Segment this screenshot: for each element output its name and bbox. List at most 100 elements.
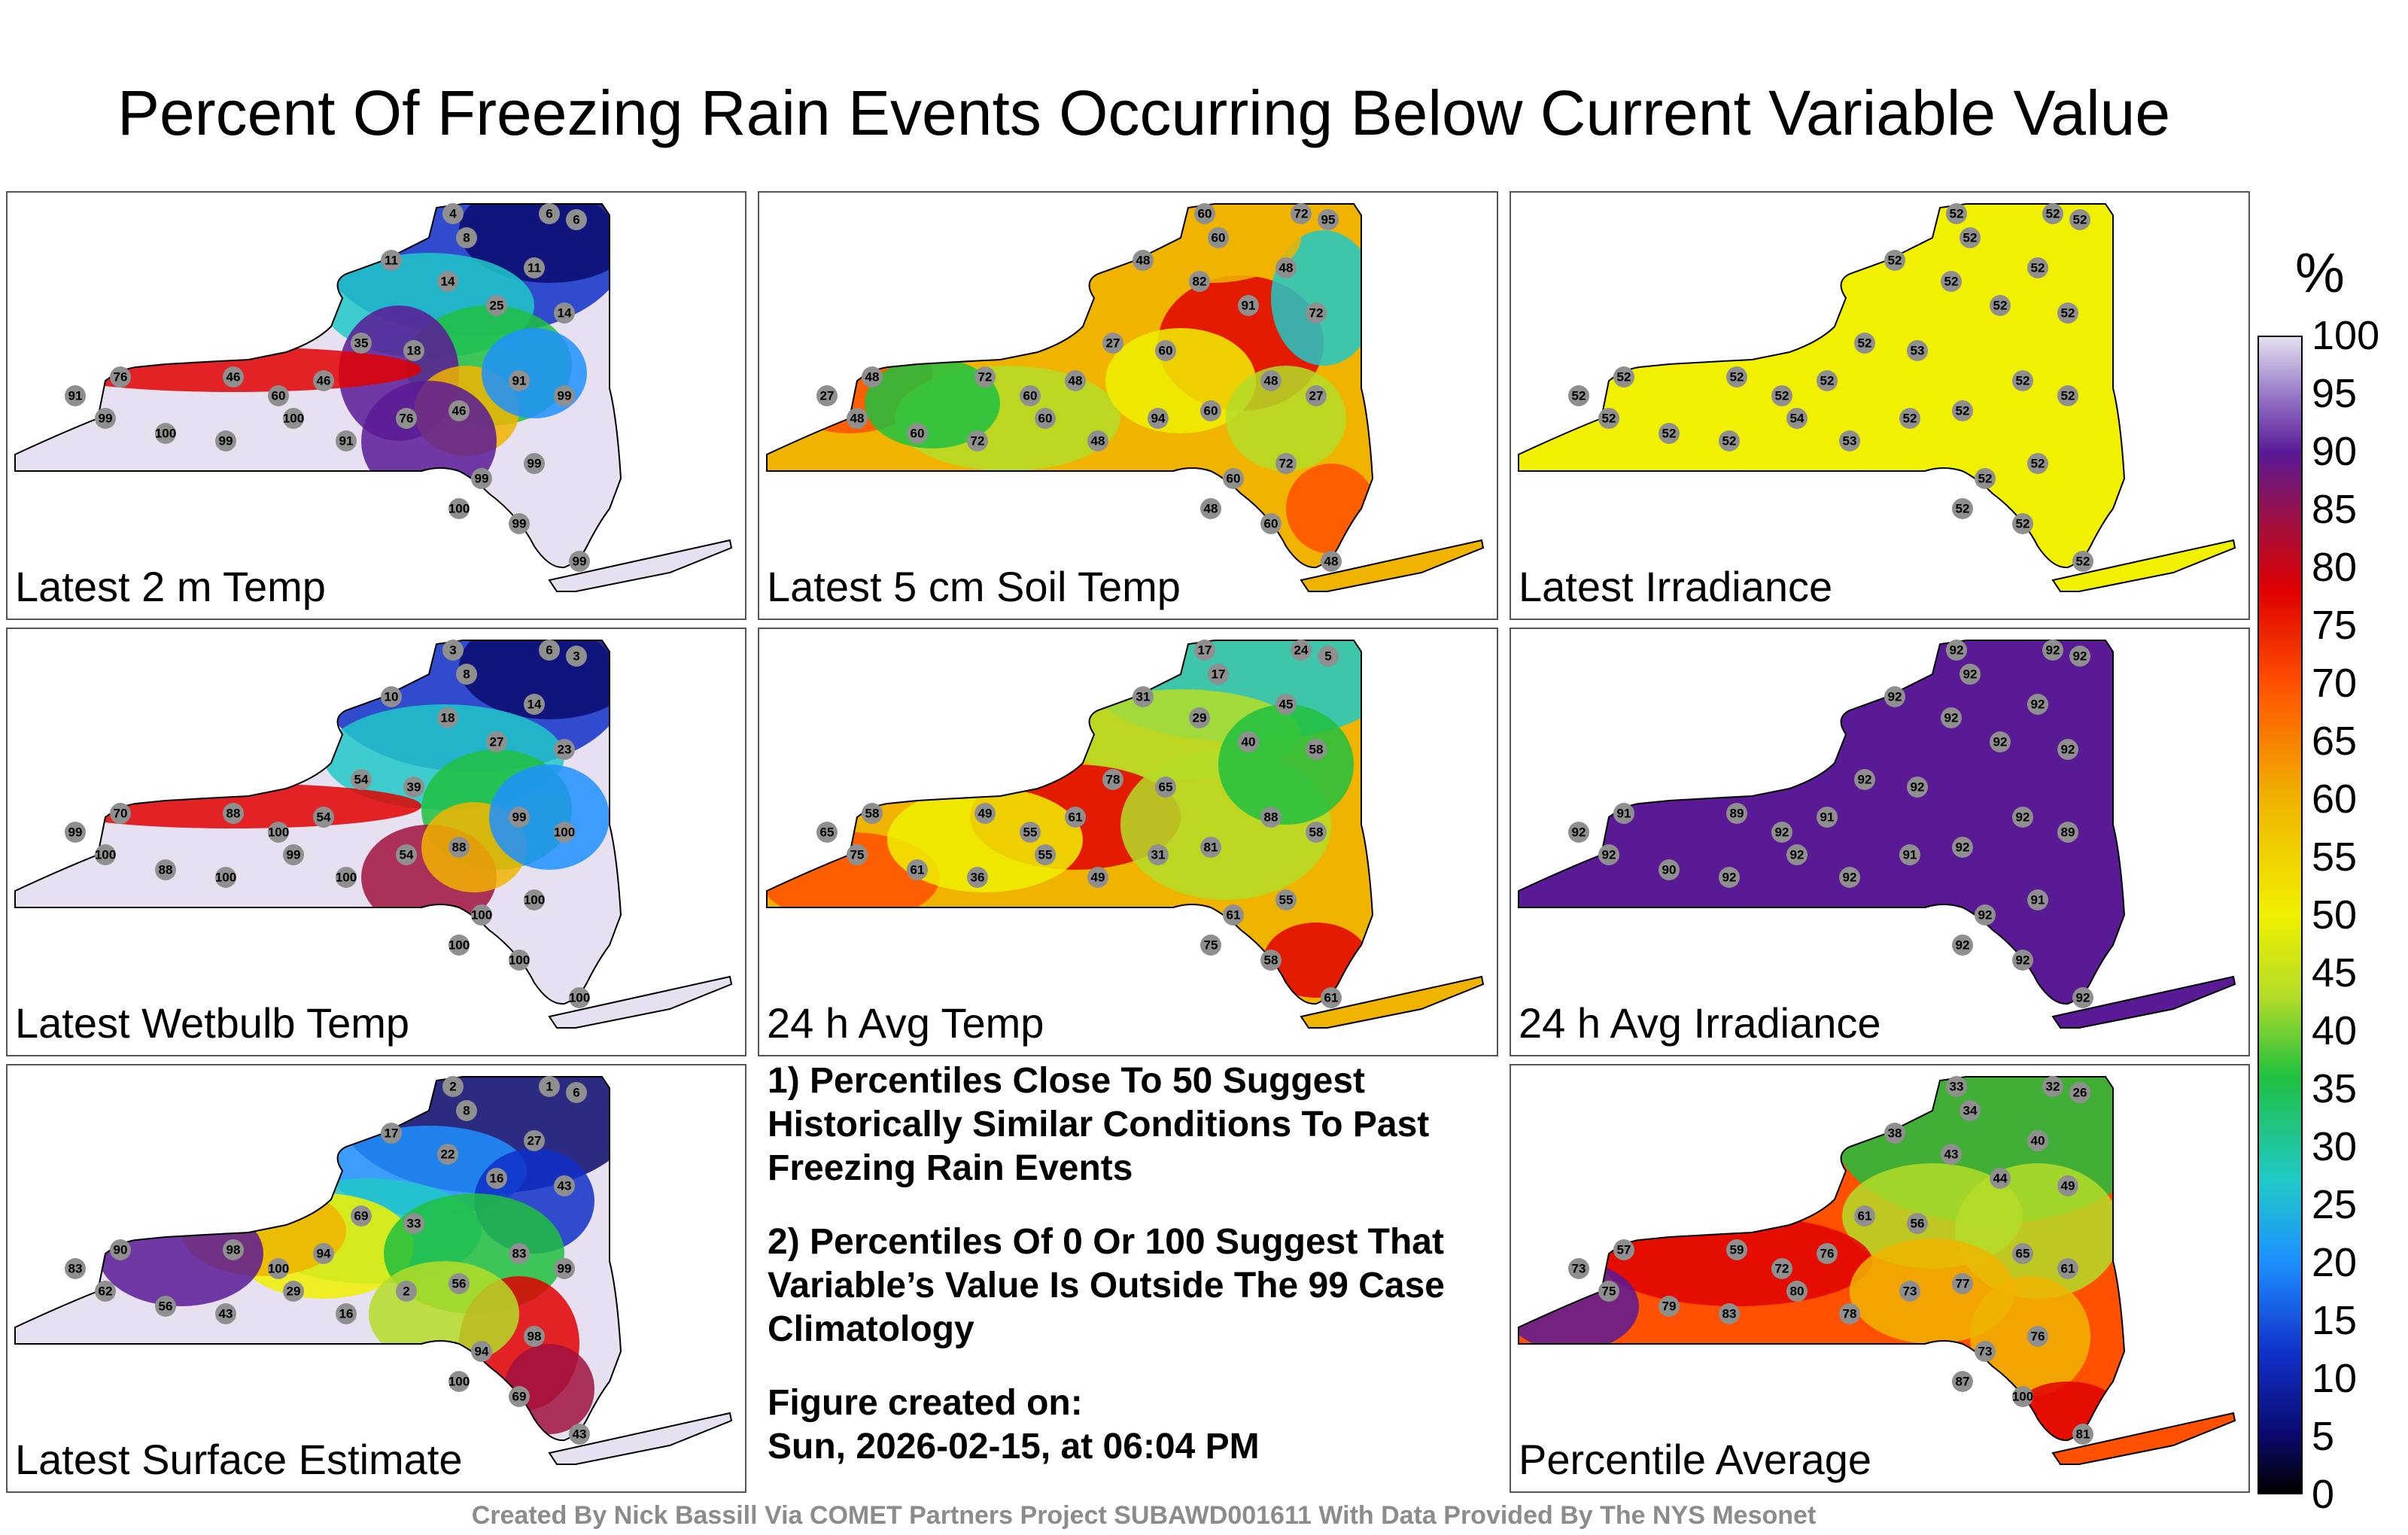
station-marker — [1321, 551, 1342, 572]
station-marker — [566, 1082, 587, 1103]
station-marker — [1726, 803, 1747, 824]
station-marker — [268, 822, 289, 843]
station-marker — [1990, 295, 2011, 316]
station-marker — [1952, 1273, 1973, 1294]
station-marker — [1817, 807, 1838, 828]
station-value: 49 — [978, 807, 993, 821]
station-value: 88 — [227, 807, 241, 821]
station-value: 10 — [385, 690, 399, 704]
station-marker — [539, 640, 560, 661]
station-value: 17 — [385, 1126, 399, 1141]
station-marker — [1260, 370, 1282, 391]
station-value: 49 — [2061, 1179, 2075, 1193]
station-marker — [847, 408, 868, 429]
colorbar-tick-label: 0 — [2312, 1472, 2335, 1517]
station-value: 58 — [1309, 825, 1324, 840]
station-value: 18 — [441, 711, 455, 725]
station-value: 52 — [1903, 412, 1917, 426]
station-value: 52 — [2016, 374, 2030, 388]
station-marker — [2042, 203, 2063, 224]
station-marker — [1238, 731, 1259, 752]
station-marker — [1907, 340, 1928, 361]
station-value: 33 — [407, 1217, 421, 1231]
station-value: 6 — [546, 207, 552, 221]
station-marker — [442, 203, 464, 224]
station-marker — [509, 513, 530, 534]
station-value: 89 — [1730, 807, 1744, 821]
station-marker — [1155, 340, 1176, 361]
station-value: 99 — [287, 848, 301, 862]
colorbar-tick-label: 30 — [2312, 1124, 2358, 1169]
station-value: 44 — [1993, 1172, 2008, 1186]
station-marker — [381, 686, 402, 707]
station-marker — [471, 904, 492, 926]
station-value: 72 — [1309, 306, 1324, 321]
station-value: 8 — [463, 1104, 470, 1118]
colorbar-tick-label: 35 — [2312, 1066, 2358, 1111]
station-marker — [1318, 209, 1339, 230]
station-value: 17 — [1212, 667, 1226, 682]
station-marker — [524, 257, 545, 278]
station-marker — [1148, 844, 1169, 865]
footer-credit: Created By Nick Bassill Via COMET Partne… — [471, 1501, 1817, 1530]
station-value: 95 — [1321, 213, 1336, 227]
station-marker — [1194, 640, 1215, 661]
station-marker — [448, 935, 470, 956]
station-marker — [2027, 1326, 2048, 1347]
panel-label: Latest 5 cm Soil Temp — [767, 563, 1181, 610]
station-value: 92 — [1944, 711, 1959, 725]
station-value: 16 — [339, 1307, 354, 1321]
station-marker — [1771, 1258, 1792, 1279]
station-value: 92 — [1722, 871, 1737, 885]
station-marker — [1306, 739, 1327, 760]
long-island-outline — [1300, 975, 1485, 1029]
station-value: 100 — [215, 871, 236, 885]
station-marker — [1613, 1239, 1634, 1260]
station-marker — [1568, 822, 1589, 843]
station-value: 76 — [2031, 1330, 2045, 1344]
station-value: 53 — [1843, 434, 1857, 448]
station-marker — [396, 408, 417, 429]
station-marker — [486, 731, 507, 752]
colorbar-tick-label: 65 — [2312, 719, 2358, 764]
station-value: 11 — [385, 254, 398, 268]
station-value: 99 — [512, 517, 527, 531]
station-marker — [967, 867, 988, 888]
station-value: 48 — [1091, 434, 1105, 448]
station-value: 92 — [1858, 773, 1872, 787]
station-value: 72 — [1279, 457, 1294, 471]
station-value: 56 — [1911, 1217, 1925, 1231]
station-marker — [448, 1273, 470, 1294]
station-marker — [1719, 430, 1740, 451]
state-outline — [1518, 1076, 2126, 1442]
station-marker — [1899, 844, 1920, 865]
station-value: 60 — [1227, 472, 1241, 486]
station-value: 62 — [99, 1284, 113, 1299]
station-marker — [215, 430, 236, 451]
panel-label: Latest 2 m Temp — [15, 563, 326, 610]
station-marker — [2069, 646, 2090, 667]
station-marker — [1275, 694, 1297, 715]
station-marker — [283, 408, 304, 429]
panel-label: Latest Irradiance — [1519, 563, 1833, 610]
station-value: 48 — [1136, 254, 1151, 268]
station-marker — [1102, 769, 1123, 790]
colorbar-tick-label: 80 — [2312, 545, 2358, 590]
station-marker — [1613, 366, 1634, 388]
station-value: 8 — [463, 667, 470, 682]
station-value: 78 — [1843, 1307, 1857, 1321]
station-value: 61 — [1858, 1209, 1872, 1223]
station-marker — [95, 408, 116, 429]
station-value: 91 — [1617, 807, 1631, 821]
station-value: 27 — [820, 389, 835, 403]
figure-created-label: Figure created on: — [768, 1383, 1083, 1423]
station-marker — [95, 844, 116, 865]
colorbar-tick-label: 5 — [2312, 1414, 2335, 1459]
station-value: 52 — [1775, 389, 1789, 403]
note-2: 2) Percentiles Of 0 Or 100 Suggest That … — [768, 1222, 1445, 1349]
station-value: 52 — [1956, 502, 1970, 516]
station-marker — [554, 302, 575, 324]
station-marker — [1719, 1303, 1740, 1324]
station-marker — [569, 1424, 590, 1445]
